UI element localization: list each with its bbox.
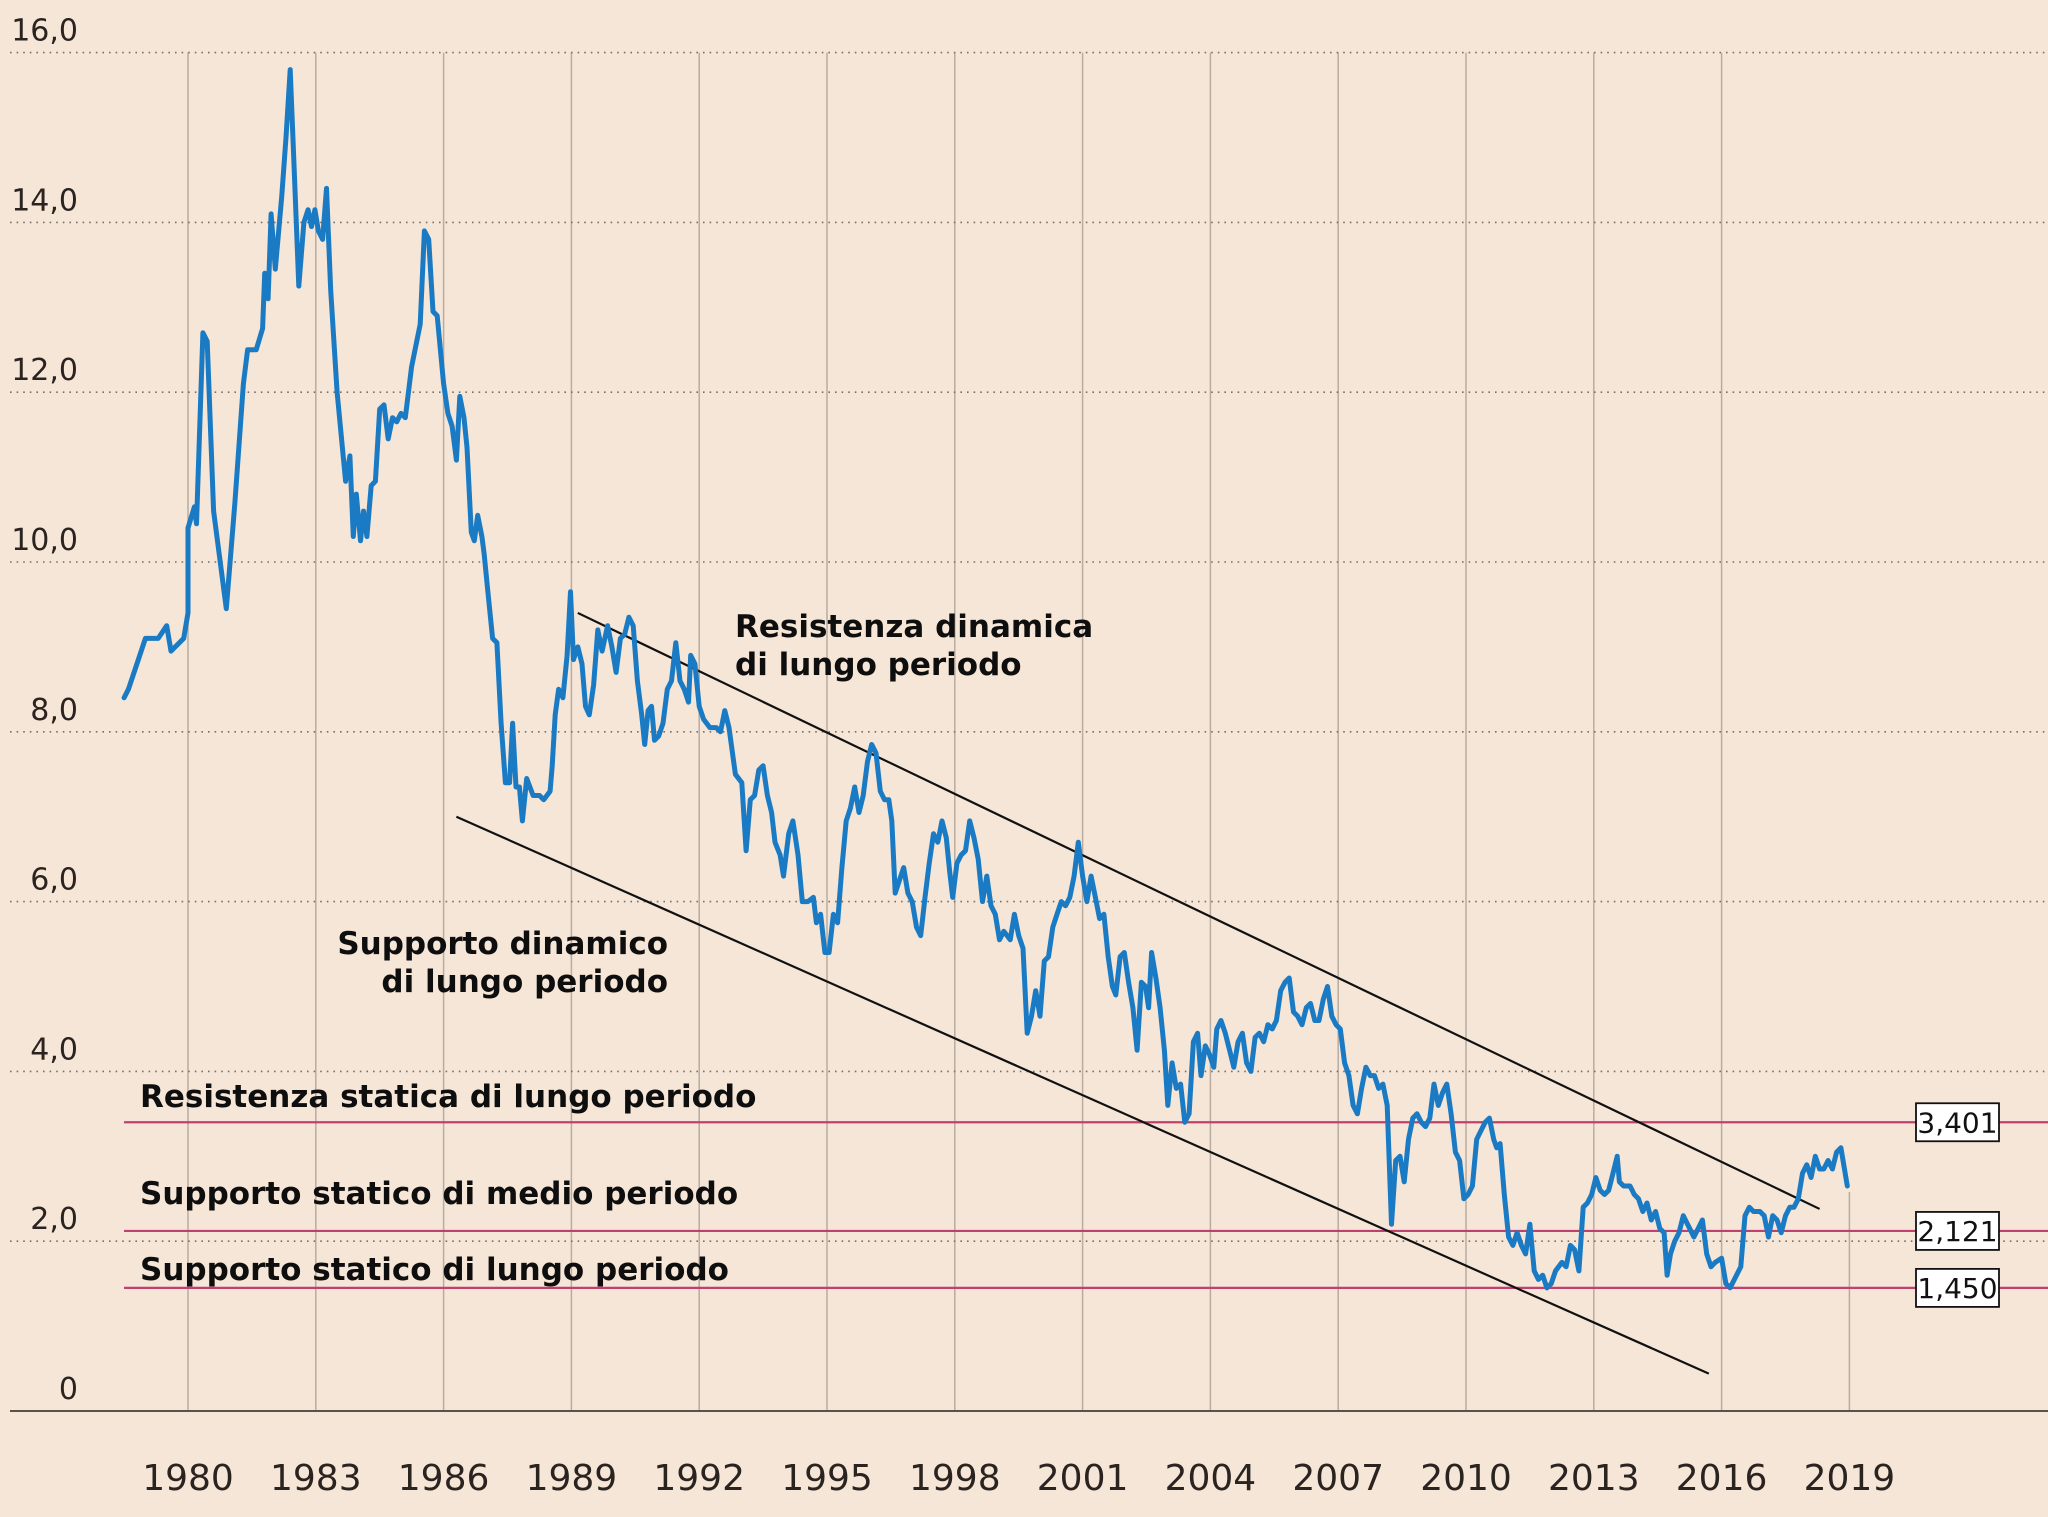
static-level-value-box [1915,1102,2000,1143]
x-tick-label: 2007 [1292,1458,1384,1499]
trend-lines [455,611,1821,1375]
static-level-value-label: 1,450 [1917,1272,1997,1305]
annotation-supporto-statico-medio: Supporto statico di medio periodo [140,1176,738,1212]
y-tick-label: 8,0 [30,693,78,728]
static-level-value-label: 3,401 [1917,1106,1997,1139]
x-tick-label: 2019 [1804,1458,1896,1499]
static-level-value-box [1915,1211,2000,1251]
x-tick-label: 2001 [1037,1458,1129,1499]
trend-line [455,815,1710,1375]
y-tick-label: 0 [59,1372,78,1407]
y-tick-label: 12,0 [11,353,78,388]
static-level-value-box [1915,1267,2000,1308]
annotations: Resistenza dinamica di lungo periodo Sup… [140,609,1093,1288]
x-tick-label: 1998 [909,1458,1001,1499]
x-tick-label: 1995 [781,1458,873,1499]
annotation-resistenza-dinamica-line2: di lungo periodo [735,647,1022,683]
x-tick-label: 2004 [1165,1458,1257,1499]
y-tick-label: 14,0 [11,183,78,218]
annotation-supporto-dinamico-line1: Supporto dinamico [337,926,668,962]
x-tick-label: 1983 [270,1458,362,1499]
series-line [121,67,1850,1291]
x-tick-labels: 1980 1983 1986 1989 1992 1995 1998 2001 2004 2007… [142,1458,1895,1499]
y-tick-label: 2,0 [30,1202,78,1237]
x-tick-label: 2016 [1676,1458,1768,1499]
x-tick-label: 1980 [142,1458,234,1499]
x-tick-label: 1992 [653,1458,745,1499]
y-tick-label: 10,0 [11,523,78,558]
y-tick-label: 16,0 [11,14,78,49]
x-tick-label: 1986 [398,1458,490,1499]
x-tick-label: 2013 [1548,1458,1640,1499]
annotation-supporto-statico-lungo: Supporto statico di lungo periodo [140,1252,729,1288]
x-tick-label: 1989 [526,1458,618,1499]
annotation-resistenza-statica: Resistenza statica di lungo periodo [140,1079,756,1115]
y-tick-label: 6,0 [30,863,78,898]
annotation-resistenza-dinamica-line1: Resistenza dinamica [735,609,1093,645]
y-tick-label: 4,0 [30,1032,78,1067]
static-level-value-label: 2,121 [1917,1215,1997,1248]
trend-line [577,611,1821,1210]
annotation-supporto-dinamico-line2: di lungo periodo [381,964,668,1000]
x-tick-label: 2010 [1420,1458,1512,1499]
y-tick-labels: 0 2,0 4,0 6,0 8,0 10,0 12,0 14,0 16,0 [11,14,78,1407]
